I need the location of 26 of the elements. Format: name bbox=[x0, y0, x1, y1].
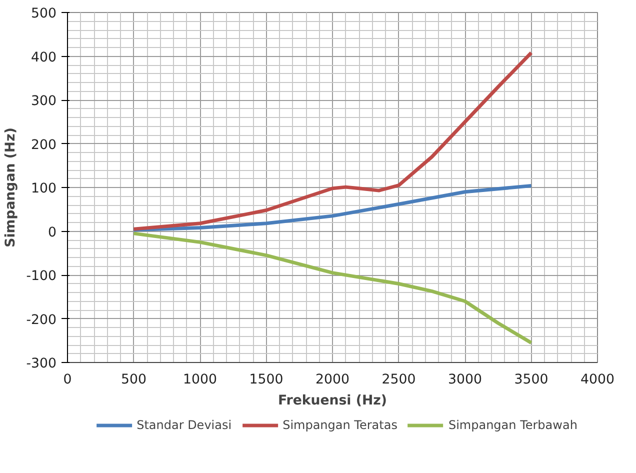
legend-label: Simpangan Teratas bbox=[282, 418, 398, 432]
y-tick-label: -200 bbox=[26, 312, 56, 328]
legend-label: Standar Deviasi bbox=[136, 418, 232, 432]
x-tick-label: 4000 bbox=[580, 372, 614, 388]
x-axis-title: Frekuensi (Hz) bbox=[278, 394, 387, 408]
line-series bbox=[132, 232, 533, 345]
y-tick-label: 300 bbox=[31, 94, 57, 109]
x-tick-label: 1500 bbox=[249, 372, 284, 388]
x-tick-label: 500 bbox=[121, 372, 146, 388]
y-tick-label: 0 bbox=[48, 225, 57, 240]
line-series bbox=[132, 51, 533, 231]
y-tick-label: -300 bbox=[26, 356, 56, 372]
y-tick-label: -100 bbox=[26, 269, 56, 284]
y-tick-label: 400 bbox=[31, 50, 57, 66]
x-tick-label: 0 bbox=[63, 372, 72, 388]
x-tick-label: 3000 bbox=[448, 372, 482, 388]
y-axis-title: Simpangan (Hz) bbox=[3, 128, 18, 248]
y-tick-label: 500 bbox=[31, 6, 57, 22]
y-tick-label: 200 bbox=[31, 138, 57, 153]
legend-label: Simpangan Terbawah bbox=[448, 418, 578, 432]
y-tick-label: 100 bbox=[31, 182, 57, 196]
x-tick-label: 1000 bbox=[183, 372, 217, 388]
x-tick-label: 2500 bbox=[382, 372, 416, 388]
x-tick-label: 3500 bbox=[514, 372, 548, 388]
line-series bbox=[132, 184, 533, 232]
x-tick-label: 2000 bbox=[316, 372, 350, 388]
